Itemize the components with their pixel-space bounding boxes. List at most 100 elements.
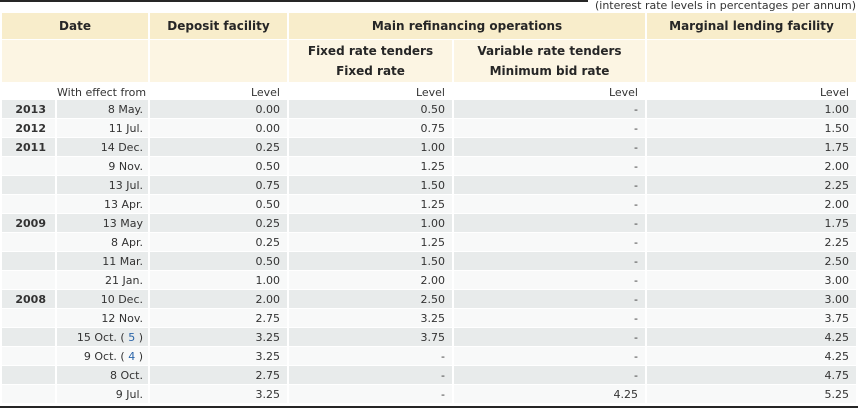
- variable-level-cell: -: [454, 157, 645, 175]
- deposit-level-cell: 0.25: [150, 233, 287, 251]
- date-cell: 21 Jan.: [57, 271, 148, 289]
- marginal-level-cell: 4.75: [647, 366, 856, 384]
- date-cell: 8 Oct.: [57, 366, 148, 384]
- year-cell: 2012: [2, 119, 55, 137]
- effective-date: 8 Apr.: [110, 235, 143, 249]
- effective-date: 12 Nov.: [101, 311, 143, 325]
- effective-date: 8 Oct.: [109, 368, 143, 382]
- units-note: (interest rate levels in percentages per…: [594, 0, 856, 12]
- table-row: 9 Oct. ( 4 ) 3.25- -4.25: [2, 347, 856, 365]
- footnote-link[interactable]: 4: [128, 349, 136, 363]
- deposit-level-cell: 2.75: [150, 366, 287, 384]
- marginal-level-cell: 3.75: [647, 309, 856, 327]
- variable-level-cell: -: [454, 328, 645, 346]
- header-deposit-facility: Deposit facility: [150, 13, 287, 39]
- variable-level-cell: -: [454, 252, 645, 270]
- header-marginal-lending: Marginal lending facility: [647, 13, 856, 39]
- fixed-level-cell: 0.50: [289, 100, 452, 118]
- table-row: 13 Apr. 0.50 1.25-2.00: [2, 195, 856, 213]
- with-effect-from-label: With effect from: [57, 83, 148, 99]
- table-row: 2013 8 May. 0.00 0.50-1.00: [2, 100, 856, 118]
- effective-date: 8 May.: [107, 102, 143, 116]
- year-cell: 2009: [2, 214, 55, 232]
- variable-level-cell: -: [454, 233, 645, 251]
- marginal-level-cell: 3.00: [647, 290, 856, 308]
- subheader-empty-date: [2, 40, 148, 82]
- level-label-variable: Level: [454, 83, 645, 99]
- date-cell: 13 Jul.: [57, 176, 148, 194]
- effective-date: 9 Nov.: [108, 159, 143, 173]
- table-row: 12 Nov. 2.75 3.25-3.75: [2, 309, 856, 327]
- fixed-level-cell: -: [289, 366, 452, 384]
- rates-tbody: 2013 8 May. 0.00 0.50-1.00 2012 11 Jul. 0.00 0.…: [2, 100, 856, 403]
- year-cell: 2011: [2, 138, 55, 156]
- marginal-level-cell: 2.25: [647, 176, 856, 194]
- variable-level-cell: -: [454, 366, 645, 384]
- variable-level-cell: 4.25: [454, 385, 645, 403]
- year-cell: [2, 271, 55, 289]
- effective-date: 11 Jul.: [108, 121, 143, 135]
- year-cell: 2013: [2, 100, 55, 118]
- effective-date: 10 Dec.: [100, 292, 143, 306]
- fixed-level-cell: 1.25: [289, 195, 452, 213]
- fixed-level-cell: 3.75: [289, 328, 452, 346]
- marginal-level-cell: 5.25: [647, 385, 856, 403]
- marginal-level-cell: 3.00: [647, 271, 856, 289]
- marginal-level-cell: 1.50: [647, 119, 856, 137]
- fixed-level-cell: 2.00: [289, 271, 452, 289]
- deposit-level-cell: 0.00: [150, 100, 287, 118]
- fixed-rate-label: Fixed rate: [336, 64, 405, 78]
- subheader-variable-rate-tenders: Variable rate tenders Minimum bid rate: [454, 40, 645, 82]
- marginal-level-cell: 2.50: [647, 252, 856, 270]
- year-cell: [2, 233, 55, 251]
- level-label-marginal: Level: [647, 83, 856, 99]
- variable-level-cell: -: [454, 214, 645, 232]
- marginal-level-cell: 1.00: [647, 100, 856, 118]
- fixed-level-cell: 1.25: [289, 157, 452, 175]
- deposit-level-cell: 0.00: [150, 119, 287, 137]
- date-cell: 11 Mar.: [57, 252, 148, 270]
- variable-level-cell: -: [454, 309, 645, 327]
- deposit-level-cell: 2.00: [150, 290, 287, 308]
- date-cell: 8 May.: [57, 100, 148, 118]
- marginal-level-cell: 1.75: [647, 138, 856, 156]
- table-row: 13 Jul. 0.75 1.50-2.25: [2, 176, 856, 194]
- variable-level-cell: -: [454, 119, 645, 137]
- effective-date: 9 Jul.: [115, 387, 143, 401]
- table-row: 11 Mar. 0.50 1.50-2.50: [2, 252, 856, 270]
- fixed-level-cell: 1.00: [289, 138, 452, 156]
- date-cell: 9 Jul.: [57, 385, 148, 403]
- variable-level-cell: -: [454, 271, 645, 289]
- marginal-level-cell: 4.25: [647, 347, 856, 365]
- table-row: 8 Oct. 2.75- -4.75: [2, 366, 856, 384]
- effective-date: 13 Jul.: [108, 178, 143, 192]
- deposit-level-cell: 3.25: [150, 347, 287, 365]
- header-row-main: Date Deposit facility Main refinancing o…: [2, 13, 856, 39]
- fixed-level-cell: 1.00: [289, 214, 452, 232]
- date-cell: 11 Jul.: [57, 119, 148, 137]
- date-cell: 13 Apr.: [57, 195, 148, 213]
- table-row: 8 Apr. 0.25 1.25-2.25: [2, 233, 856, 251]
- header-date: Date: [2, 13, 148, 39]
- table-row: 15 Oct. ( 5 ) 3.25 3.75-4.25: [2, 328, 856, 346]
- variable-level-cell: -: [454, 100, 645, 118]
- deposit-level-cell: 0.50: [150, 195, 287, 213]
- effective-date: 9 Oct.: [83, 349, 117, 363]
- year-cell: [2, 328, 55, 346]
- deposit-level-cell: 0.50: [150, 157, 287, 175]
- variable-level-cell: -: [454, 290, 645, 308]
- fixed-level-cell: 1.25: [289, 233, 452, 251]
- fixed-level-cell: -: [289, 385, 452, 403]
- footnote-link[interactable]: 5: [128, 330, 136, 344]
- date-cell: 12 Nov.: [57, 309, 148, 327]
- year-cell: [2, 309, 55, 327]
- fixed-level-cell: 3.25: [289, 309, 452, 327]
- effective-date: 13 Apr.: [103, 197, 143, 211]
- empty-year-label: [2, 83, 55, 99]
- date-cell: 10 Dec.: [57, 290, 148, 308]
- variable-level-cell: -: [454, 347, 645, 365]
- year-cell: [2, 157, 55, 175]
- marginal-level-cell: 1.75: [647, 214, 856, 232]
- header-row-sub: Fixed rate tenders Fixed rate Variable r…: [2, 40, 856, 82]
